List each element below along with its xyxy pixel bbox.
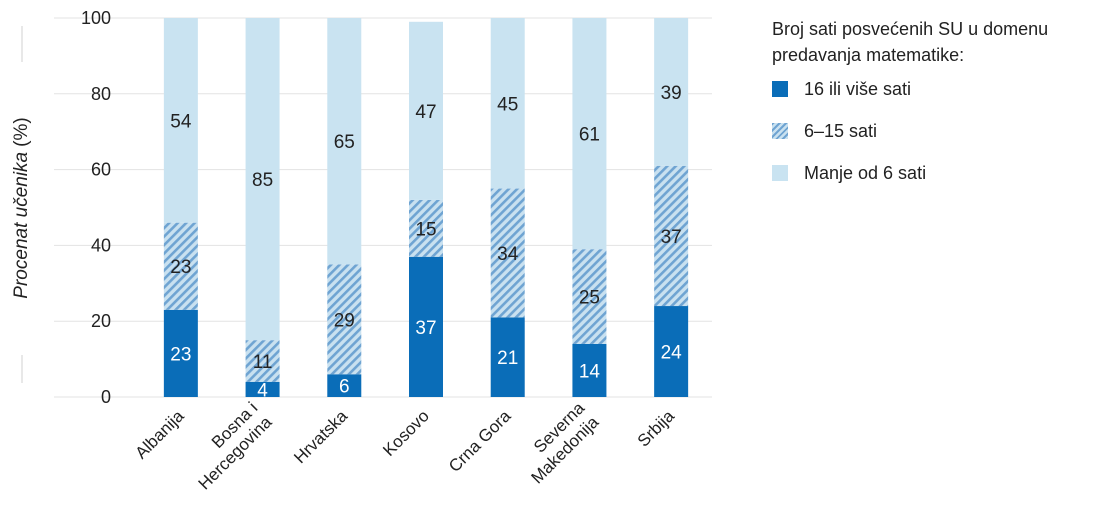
value-label-3-16-plus: 37 — [415, 318, 436, 339]
bar-2-6-15 — [327, 264, 362, 375]
category-label-3: Kosovo — [379, 406, 433, 460]
bar-6-16-plus — [654, 306, 689, 397]
value-label-6-under-6: 39 — [661, 83, 682, 104]
bar-5-under-6 — [572, 18, 607, 250]
bars — [163, 18, 689, 397]
category-label-2-line-0: Hrvatska — [290, 406, 351, 467]
value-label-0-6-15: 23 — [170, 257, 191, 278]
legend-label-16-plus: 16 ili više sati — [804, 78, 912, 99]
category-label-5: SevernaMakedonija — [513, 398, 602, 487]
legend-title-line-2: predavanja matematike: — [772, 45, 965, 65]
value-label-0-under-6: 54 — [170, 111, 192, 132]
category-label-3-line-0: Kosovo — [379, 406, 433, 460]
bar-1-under-6 — [245, 18, 280, 341]
legend-item-16-plus: 16 ili više sati — [772, 78, 1117, 100]
y-tick-60: 60 — [91, 160, 111, 180]
legend-swatch-solid — [772, 81, 788, 97]
y-tick-20: 20 — [91, 311, 111, 331]
legend-title-line-1: Broj sati posvećenih SU u domenu — [772, 19, 1049, 39]
y-tick-labels: 0 20 40 60 80 100 — [81, 8, 111, 407]
bar-6-6-15 — [654, 165, 689, 307]
value-label-2-under-6: 65 — [334, 132, 355, 153]
y-tick-100: 100 — [81, 8, 111, 28]
legend-item-6-15: 6–15 sati — [772, 120, 1117, 142]
bar-1-16-plus — [245, 381, 280, 397]
bar-5-16-plus — [572, 343, 607, 397]
bar-0-6-15 — [163, 222, 198, 310]
category-label-2: Hrvatska — [290, 406, 351, 467]
category-label-6: Srbija — [634, 406, 679, 451]
y-tick-40: 40 — [91, 235, 111, 255]
bar-4-16-plus — [490, 317, 525, 397]
grid — [54, 17, 712, 398]
y-axis-label: Procenat učenika (%) — [11, 117, 32, 298]
category-label-0: Albanija — [131, 406, 188, 463]
y-tick-0: 0 — [101, 387, 111, 407]
value-label-0-16-plus: 23 — [170, 344, 191, 365]
bar-0-under-6 — [163, 18, 198, 223]
bar-4-6-15 — [490, 188, 525, 318]
bar-4-under-6 — [490, 18, 525, 189]
value-label-3-under-6: 47 — [415, 102, 436, 123]
legend: Broj sati posvećenih SU u domenu predava… — [772, 16, 1117, 204]
category-label-4: Crna Gora — [445, 406, 515, 476]
value-label-4-6-15: 34 — [497, 244, 519, 265]
bar-5-6-15 — [572, 249, 607, 344]
value-label-4-16-plus: 21 — [497, 348, 518, 369]
y-axis-label-unit: (%) — [11, 117, 32, 147]
legend-item-under-6: Manje od 6 sati — [772, 162, 1117, 184]
value-label-3-6-15: 15 — [415, 219, 436, 240]
bar-3-6-15 — [409, 199, 443, 257]
legend-swatch-hatched — [772, 123, 788, 139]
value-label-1-6-15: 11 — [253, 352, 273, 373]
legend-swatch-light — [772, 165, 788, 181]
bar-3-under-6 — [409, 21, 443, 200]
value-label-2-16-plus: 6 — [339, 377, 350, 398]
y-axis-label-main: Procenat učenika — [11, 152, 32, 299]
value-label-1-16-plus: 4 — [257, 380, 268, 401]
value-label-5-16-plus: 14 — [579, 361, 601, 382]
bar-3-16-plus — [409, 256, 443, 397]
legend-label-6-15: 6–15 sati — [804, 120, 878, 141]
value-labels: 23 23 54 4 11 85 6 29 65 37 15 47 21 34 45 14 25 61 24 37 39 — [170, 83, 682, 402]
category-label-6-line-0: Srbija — [634, 406, 679, 451]
value-label-2-6-15: 29 — [334, 310, 355, 331]
value-label-6-16-plus: 24 — [661, 343, 683, 364]
bar-2-16-plus — [327, 374, 362, 397]
category-label-0-line-0: Albanija — [131, 406, 188, 463]
bar-6-under-6 — [654, 18, 689, 166]
bar-0-16-plus — [163, 309, 198, 397]
category-label-4-line-0: Crna Gora — [445, 406, 515, 476]
bar-2-under-6 — [327, 18, 362, 265]
bar-1-6-15 — [245, 340, 280, 382]
value-label-5-6-15: 25 — [579, 288, 600, 309]
value-label-5-under-6: 61 — [579, 125, 600, 146]
y-tick-80: 80 — [91, 84, 111, 104]
value-label-1-under-6: 85 — [252, 170, 273, 191]
legend-title: Broj sati posvećenih SU u domenu predava… — [772, 16, 1117, 68]
value-label-4-under-6: 45 — [497, 94, 518, 115]
value-label-6-6-15: 37 — [661, 227, 682, 248]
category-label-1: Bosna iHercegovina — [180, 398, 275, 493]
x-tick-labels: Albanija Bosna iHercegovina Hrvatska Kosovo… — [131, 398, 678, 493]
legend-label-under-6: Manje od 6 sati — [804, 162, 927, 183]
